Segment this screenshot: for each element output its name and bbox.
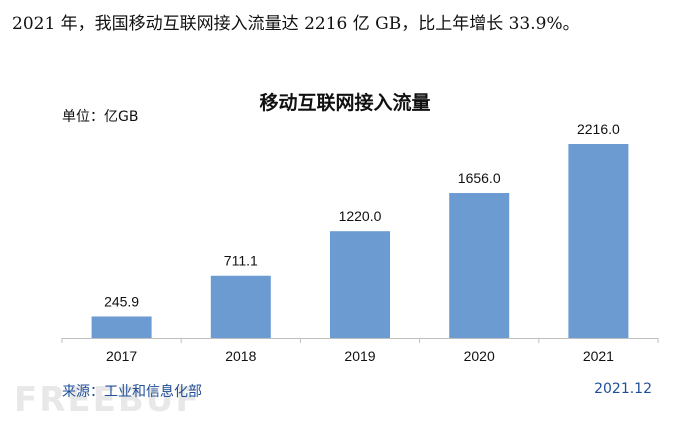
x-tick-label-2021: 2021: [583, 348, 614, 364]
x-tick-label-2017: 2017: [106, 348, 137, 364]
source-label: 来源：工业和信息化部: [62, 384, 202, 400]
bar-2017: [91, 316, 152, 338]
date-label: 2021.12: [594, 381, 652, 397]
x-tick-label-2018: 2018: [225, 348, 256, 364]
value-label-2017: 245.9: [104, 293, 139, 309]
bar-2018: [210, 275, 271, 338]
chart-title: 移动互联网接入流量: [259, 92, 431, 114]
unit-label: 单位：亿GB: [62, 109, 139, 125]
bar-2019: [330, 231, 390, 338]
value-label-2018: 711.1: [224, 253, 258, 269]
bar-2021: [568, 144, 629, 338]
x-tick-label-2020: 2020: [464, 348, 495, 364]
value-label-2019: 1220.0: [339, 208, 382, 224]
value-label-2020: 1656.0: [458, 170, 501, 186]
intro-paragraph: 2021 年，我国移动互联网接入流量达 2216 亿 GB，比上年增长 33.9…: [12, 14, 580, 34]
x-tick-label-2019: 2019: [344, 348, 375, 364]
bar-2020: [449, 193, 510, 338]
value-label-2021: 2216.0: [577, 121, 620, 137]
